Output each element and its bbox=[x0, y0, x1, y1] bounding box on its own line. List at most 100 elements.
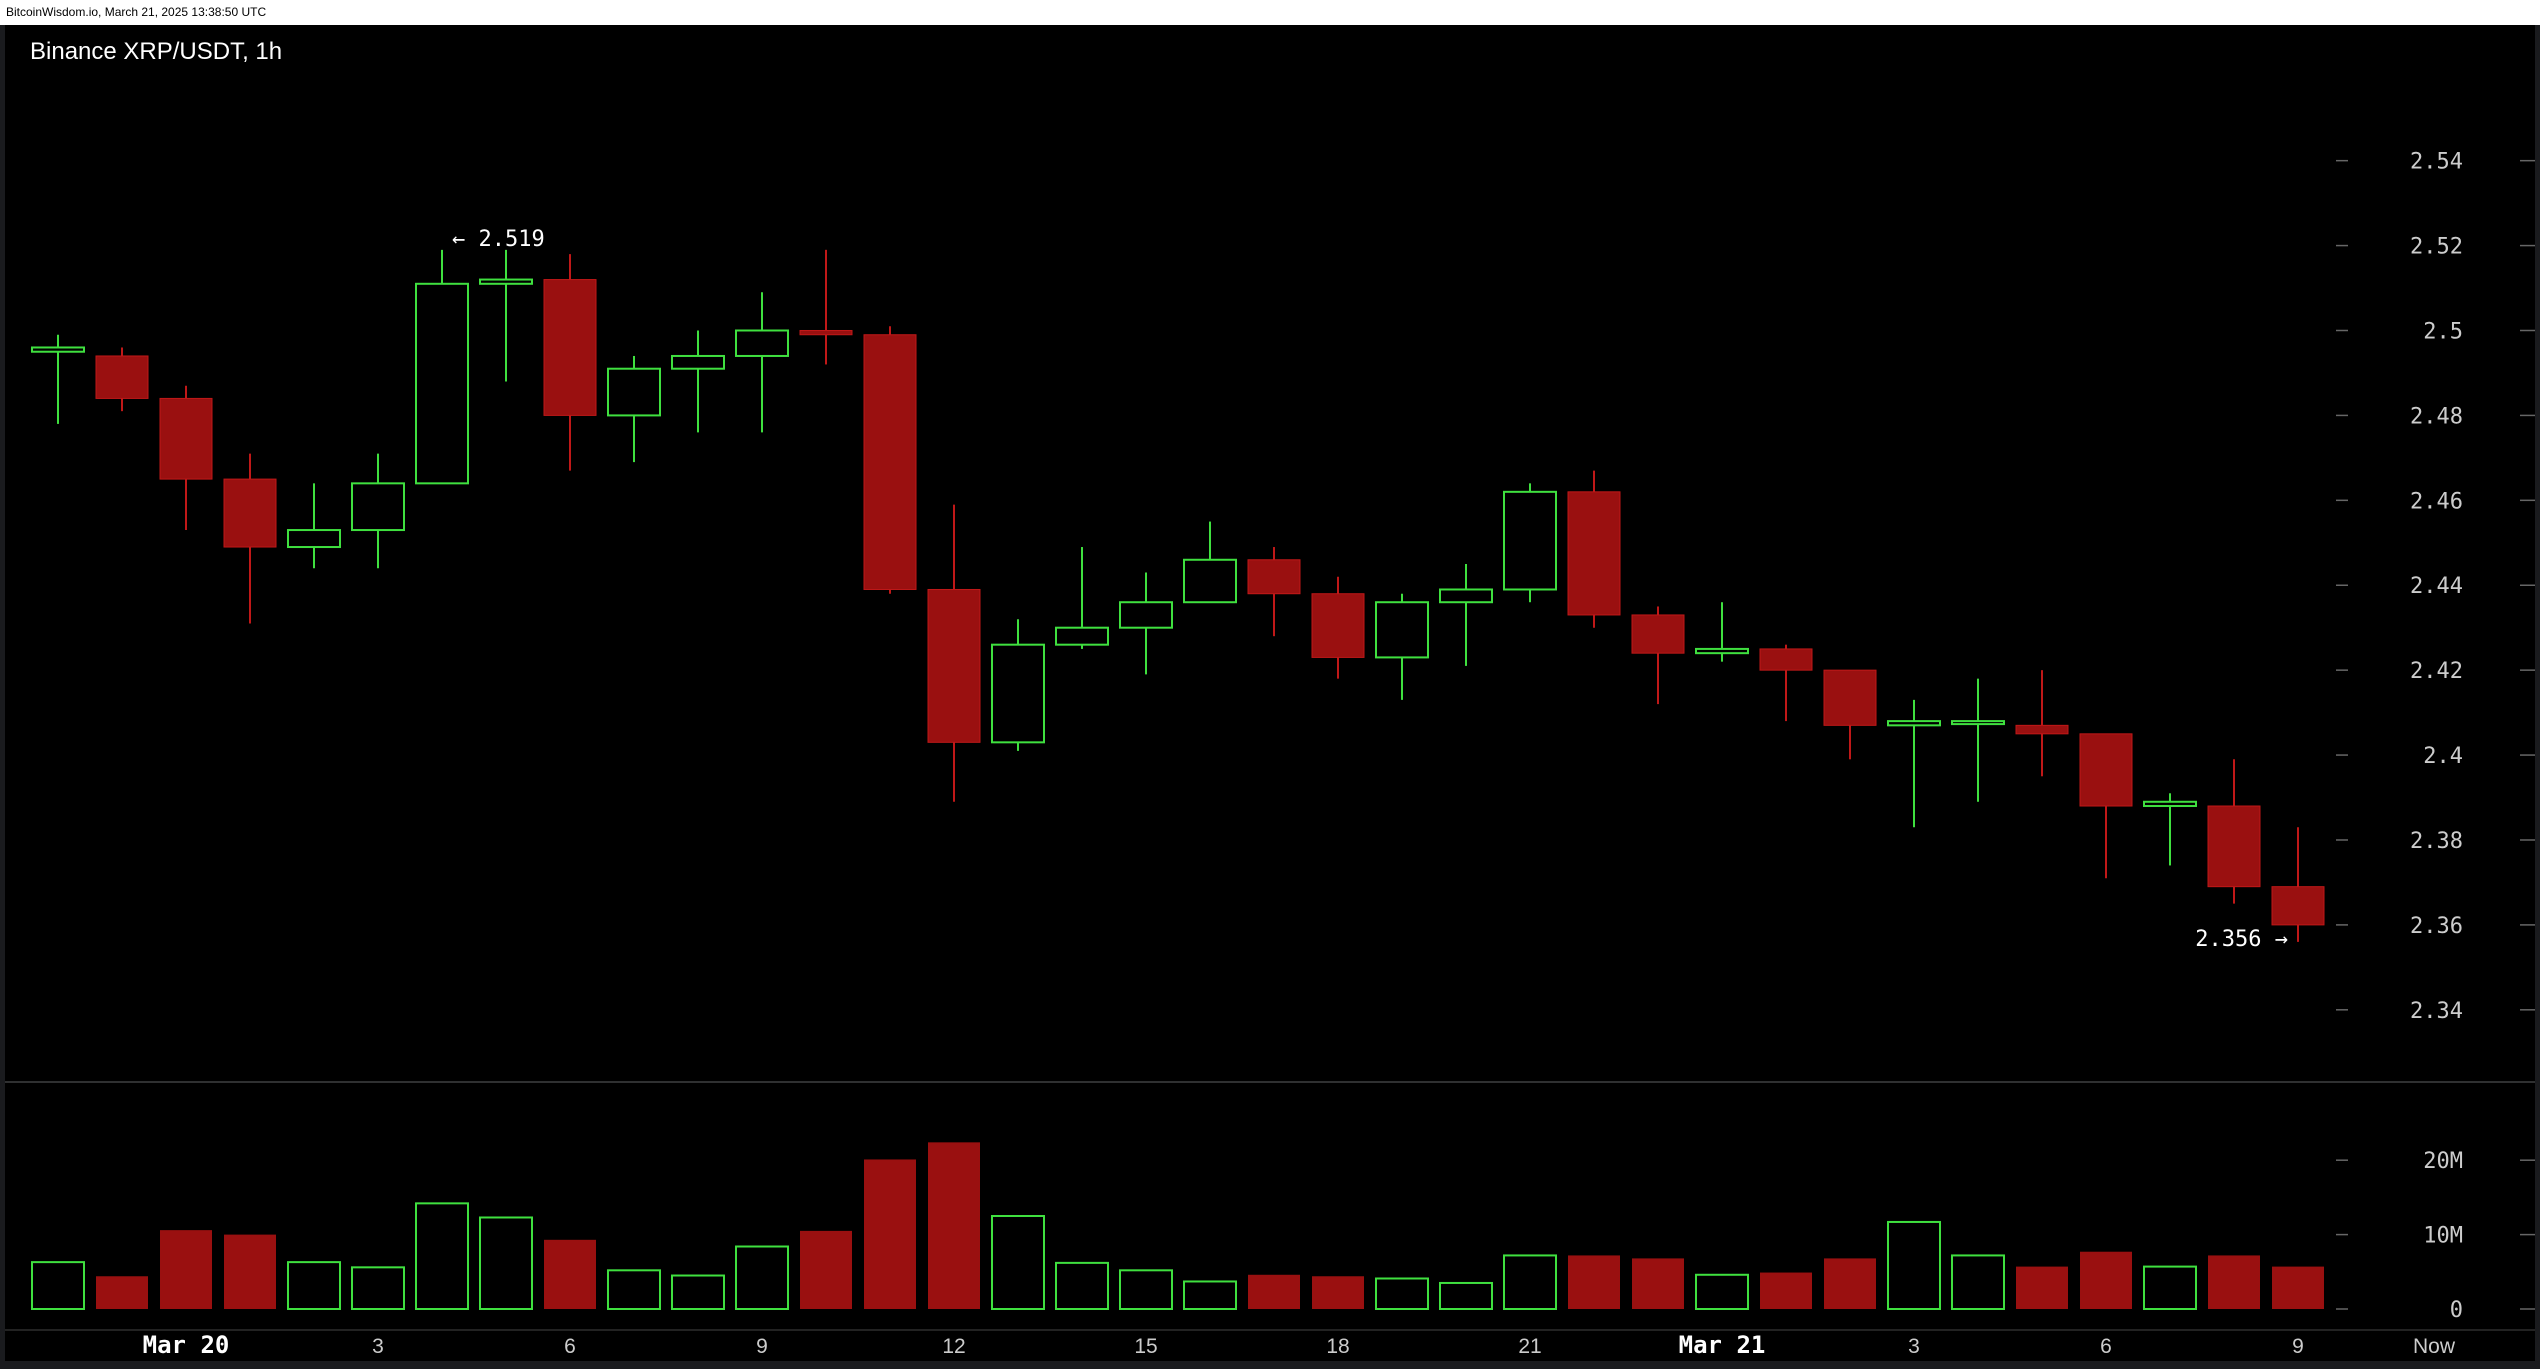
candle[interactable] bbox=[351, 453, 405, 569]
price-tick-label: 2.44 bbox=[2410, 574, 2463, 599]
candle[interactable] bbox=[1311, 576, 1365, 679]
candle[interactable] bbox=[287, 483, 341, 569]
candle[interactable] bbox=[671, 330, 725, 433]
price-axis: 2.34 2.36 2.38 2.4 2.42 2.44 2.46 2.48 2.5 2.52 2.… bbox=[2336, 150, 2535, 1024]
volume-bar-down[interactable] bbox=[224, 1234, 276, 1309]
volume-bar-down[interactable] bbox=[96, 1276, 148, 1309]
high-price-label: ← 2.519 bbox=[452, 227, 545, 252]
candle[interactable] bbox=[2207, 759, 2261, 904]
candle[interactable] bbox=[479, 249, 533, 382]
candle[interactable] bbox=[1823, 669, 1877, 760]
candle[interactable] bbox=[1247, 547, 1301, 637]
volume-bar-down[interactable] bbox=[544, 1239, 596, 1309]
candle[interactable] bbox=[1503, 483, 1557, 603]
candle[interactable] bbox=[2271, 827, 2325, 942]
volume-bar-down[interactable] bbox=[1248, 1274, 1300, 1309]
candle[interactable] bbox=[1183, 521, 1237, 604]
candle-body-up bbox=[31, 346, 85, 353]
candle[interactable] bbox=[991, 619, 1045, 751]
volume-bar-up[interactable] bbox=[607, 1269, 661, 1311]
volume-bar-up[interactable] bbox=[1887, 1220, 1941, 1311]
volume-bar-down[interactable] bbox=[2080, 1251, 2132, 1309]
candle[interactable] bbox=[1759, 644, 1813, 722]
volume-bar-up[interactable] bbox=[1695, 1273, 1749, 1310]
volume-bar-up[interactable] bbox=[415, 1202, 469, 1311]
candle[interactable] bbox=[1631, 606, 1685, 705]
candle[interactable] bbox=[1951, 678, 2005, 802]
volume-tick-label: 10M bbox=[2423, 1224, 2463, 1249]
price-tick-label: 2.46 bbox=[2410, 489, 2463, 514]
time-tick-label: 18 bbox=[1326, 1335, 1349, 1358]
candle-body-down bbox=[2207, 805, 2261, 888]
candle[interactable] bbox=[1375, 593, 1429, 700]
volume-bar-down[interactable] bbox=[864, 1159, 916, 1309]
volume-bar-up[interactable] bbox=[287, 1261, 341, 1311]
time-tick-label: 9 bbox=[756, 1335, 768, 1358]
volume-bar-down[interactable] bbox=[2272, 1266, 2324, 1309]
candle[interactable] bbox=[735, 292, 789, 433]
volume-bar-up[interactable] bbox=[991, 1215, 1045, 1310]
volume-bars-layer bbox=[31, 1142, 2324, 1311]
time-tick-label: 15 bbox=[1134, 1335, 1157, 1358]
volume-bar-up[interactable] bbox=[1055, 1261, 1109, 1310]
candle[interactable] bbox=[95, 347, 149, 412]
volume-bar-up[interactable] bbox=[2143, 1265, 2197, 1311]
volume-bar-down[interactable] bbox=[800, 1230, 852, 1309]
candle[interactable] bbox=[2143, 793, 2197, 866]
candle[interactable] bbox=[31, 334, 85, 424]
candle[interactable] bbox=[1567, 470, 1621, 628]
candlestick-chart[interactable]: Binance XRP/USDT, 1h 2.34 2.36 2.38 2.4 2.42… bbox=[0, 25, 2540, 1364]
time-tick-label: 6 bbox=[2100, 1335, 2112, 1358]
candle-body-up bbox=[479, 278, 533, 285]
candle[interactable] bbox=[863, 326, 917, 594]
candle[interactable] bbox=[1695, 602, 1749, 662]
volume-bar-down[interactable] bbox=[1824, 1258, 1876, 1309]
candle[interactable] bbox=[1055, 547, 1109, 649]
candle[interactable] bbox=[607, 355, 661, 463]
time-axis: Mar 20 3 6 9 12 15 18 21 Mar 21 3 6 9 Now bbox=[143, 1331, 2456, 1359]
volume-bar-up[interactable] bbox=[671, 1274, 725, 1311]
x-axis-strip bbox=[5, 1329, 2535, 1361]
candle-body-down bbox=[2015, 724, 2069, 735]
volume-bar-up[interactable] bbox=[1439, 1281, 1493, 1310]
candle-body-down bbox=[1247, 559, 1301, 595]
candle[interactable] bbox=[159, 385, 213, 531]
chart-area: Binance XRP/USDT, 1h 2.34 2.36 2.38 2.4 2.42… bbox=[0, 25, 2540, 1364]
candle[interactable] bbox=[799, 249, 853, 365]
candle[interactable] bbox=[415, 249, 469, 485]
candle-body-down bbox=[223, 478, 277, 548]
candles-layer bbox=[31, 249, 2325, 942]
volume-bar-down[interactable] bbox=[2016, 1266, 2068, 1309]
price-tick-label: 2.38 bbox=[2410, 829, 2463, 854]
candle[interactable] bbox=[223, 453, 277, 624]
candle[interactable] bbox=[1119, 572, 1173, 675]
volume-bar-down[interactable] bbox=[160, 1230, 212, 1309]
volume-bar-up[interactable] bbox=[735, 1245, 789, 1311]
candle-body-up bbox=[1503, 490, 1557, 591]
volume-bar-down[interactable] bbox=[1568, 1255, 1620, 1309]
volume-axis: 0 10M 20M bbox=[2336, 1149, 2535, 1323]
candle[interactable] bbox=[2079, 733, 2133, 879]
volume-bar-up[interactable] bbox=[1951, 1254, 2005, 1311]
volume-bar-up[interactable] bbox=[1183, 1280, 1237, 1311]
volume-bar-down[interactable] bbox=[2208, 1255, 2260, 1309]
volume-bar-up[interactable] bbox=[1375, 1277, 1429, 1310]
price-tick-label: 2.48 bbox=[2410, 404, 2463, 429]
candle-body-down bbox=[2271, 886, 2325, 926]
volume-bar-down[interactable] bbox=[1760, 1272, 1812, 1309]
volume-bar-up[interactable] bbox=[351, 1266, 405, 1311]
candle[interactable] bbox=[927, 504, 981, 802]
volume-bar-up[interactable] bbox=[479, 1216, 533, 1311]
candle[interactable] bbox=[1887, 699, 1941, 828]
volume-bar-up[interactable] bbox=[31, 1261, 85, 1311]
volume-bar-down[interactable] bbox=[928, 1142, 980, 1309]
price-tick-label: 2.54 bbox=[2410, 150, 2463, 175]
candle[interactable] bbox=[1439, 564, 1493, 666]
candle-body-down bbox=[1567, 491, 1621, 616]
candle[interactable] bbox=[2015, 670, 2069, 777]
volume-bar-down[interactable] bbox=[1632, 1258, 1684, 1309]
candle[interactable] bbox=[543, 254, 597, 471]
volume-bar-down[interactable] bbox=[1312, 1276, 1364, 1309]
volume-bar-up[interactable] bbox=[1503, 1254, 1557, 1311]
volume-bar-up[interactable] bbox=[1119, 1269, 1173, 1311]
